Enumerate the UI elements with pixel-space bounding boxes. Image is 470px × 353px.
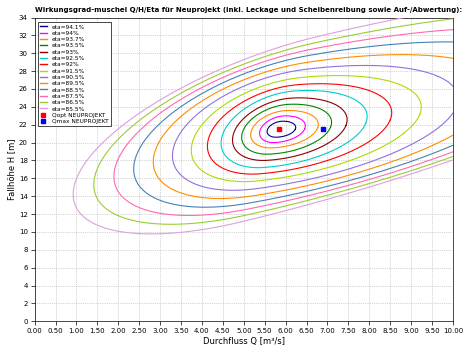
Y-axis label: Fallhöhe H [m]: Fallhöhe H [m] [7, 139, 16, 200]
X-axis label: Durchfluss Q [m³/s]: Durchfluss Q [m³/s] [203, 337, 285, 346]
Text: Wirkungsgrad-muschel Q/H/Eta für Neuprojekt (inkl. Leckage und Scheibenreibung s: Wirkungsgrad-muschel Q/H/Eta für Neuproj… [35, 7, 462, 13]
Legend: eta=94.1%, eta=94%, eta=93.7%, eta=93.5%, eta=93%, eta=92.5%, eta=92%, eta=91.5%: eta=94.1%, eta=94%, eta=93.7%, eta=93.5%… [38, 22, 110, 126]
